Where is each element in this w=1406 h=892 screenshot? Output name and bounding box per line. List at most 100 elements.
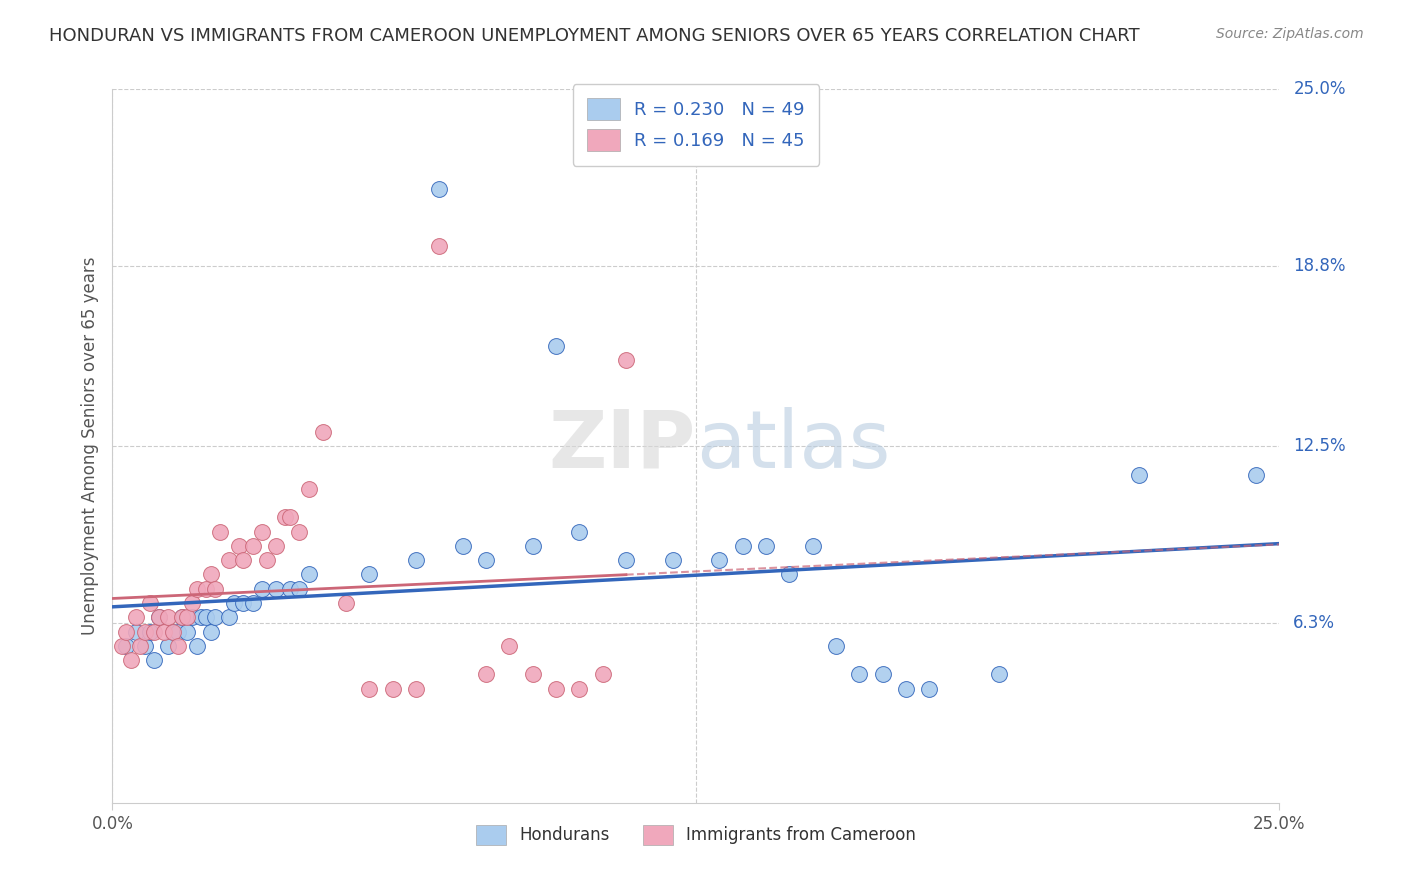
Point [848, 667, 870, 681]
Text: HONDURAN VS IMMIGRANTS FROM CAMEROON UNEMPLOYMENT AMONG SENIORS OVER 65 YEARS CO: HONDURAN VS IMMIGRANTS FROM CAMEROON UNE… [49, 27, 1140, 45]
Point [232, 596, 254, 610]
Y-axis label: Unemployment Among Seniors over 65 years: Unemployment Among Seniors over 65 years [80, 257, 98, 635]
Point [194, 610, 217, 624]
Point [148, 610, 170, 624]
Point [427, 239, 450, 253]
Point [200, 567, 222, 582]
Point [297, 482, 319, 496]
Point [139, 596, 162, 610]
Point [172, 610, 194, 624]
Point [801, 539, 824, 553]
Point [242, 539, 264, 553]
Point [709, 553, 731, 567]
Point [166, 639, 188, 653]
Text: ZIP: ZIP [548, 407, 696, 485]
Point [872, 667, 894, 681]
Point [568, 524, 591, 539]
Point [129, 639, 152, 653]
Point [544, 681, 567, 696]
Point [162, 624, 184, 639]
Point [186, 639, 208, 653]
Point [157, 639, 180, 653]
Point [143, 653, 166, 667]
Point [180, 596, 202, 610]
Point [288, 524, 311, 539]
Text: 25.0%: 25.0% [1294, 80, 1346, 98]
Point [143, 624, 166, 639]
Point [381, 681, 404, 696]
Point [544, 339, 567, 353]
Text: Source: ZipAtlas.com: Source: ZipAtlas.com [1216, 27, 1364, 41]
Point [125, 610, 148, 624]
Point [405, 681, 427, 696]
Point [988, 667, 1011, 681]
Text: atlas: atlas [696, 407, 890, 485]
Point [190, 610, 212, 624]
Point [278, 582, 301, 596]
Point [232, 553, 254, 567]
Point [120, 653, 142, 667]
Point [614, 353, 637, 368]
Point [311, 425, 333, 439]
Point [731, 539, 754, 553]
Point [264, 539, 287, 553]
Point [172, 610, 194, 624]
Point [176, 624, 198, 639]
Point [614, 553, 637, 567]
Point [204, 582, 226, 596]
Point [359, 567, 381, 582]
Point [115, 624, 138, 639]
Point [359, 681, 381, 696]
Point [498, 639, 520, 653]
Point [918, 681, 941, 696]
Point [218, 553, 240, 567]
Point [153, 624, 176, 639]
Legend: Hondurans, Immigrants from Cameroon: Hondurans, Immigrants from Cameroon [470, 818, 922, 852]
Point [278, 510, 301, 524]
Text: 18.8%: 18.8% [1294, 257, 1346, 275]
Point [250, 524, 273, 539]
Point [288, 582, 311, 596]
Point [194, 582, 217, 596]
Point [522, 539, 544, 553]
Point [148, 610, 170, 624]
Text: 6.3%: 6.3% [1294, 614, 1336, 632]
Point [218, 610, 240, 624]
Point [200, 624, 222, 639]
Point [134, 624, 156, 639]
Point [451, 539, 474, 553]
Point [755, 539, 778, 553]
Point [592, 667, 614, 681]
Point [115, 639, 138, 653]
Point [242, 596, 264, 610]
Point [264, 582, 287, 596]
Point [568, 681, 591, 696]
Point [180, 610, 202, 624]
Point [475, 667, 498, 681]
Point [825, 639, 848, 653]
Point [208, 524, 231, 539]
Point [162, 624, 184, 639]
Point [522, 667, 544, 681]
Point [894, 681, 917, 696]
Point [427, 182, 450, 196]
Point [125, 624, 148, 639]
Point [222, 596, 245, 610]
Point [335, 596, 357, 610]
Point [297, 567, 319, 582]
Point [134, 639, 156, 653]
Point [661, 553, 683, 567]
Point [204, 610, 226, 624]
Point [256, 553, 278, 567]
Point [157, 610, 180, 624]
Point [1244, 467, 1267, 482]
Point [1128, 467, 1150, 482]
Point [475, 553, 498, 567]
Point [274, 510, 297, 524]
Point [139, 624, 162, 639]
Point [228, 539, 250, 553]
Point [250, 582, 273, 596]
Point [176, 610, 198, 624]
Point [405, 553, 427, 567]
Point [166, 624, 188, 639]
